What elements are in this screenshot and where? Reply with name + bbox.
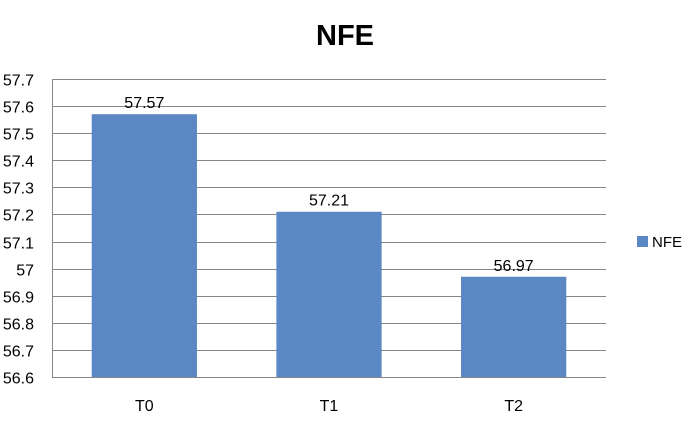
y-tick-label: 56.6	[3, 371, 34, 388]
y-tick-label: 57.1	[3, 236, 34, 253]
data-labels: 57.57 57.21 56.97	[124, 95, 533, 275]
y-tick-label: 56.9	[3, 290, 34, 307]
bar-t0	[91, 114, 197, 377]
y-tick-label: 57.5	[3, 127, 34, 144]
bar-t2	[461, 276, 567, 377]
legend-swatch-nfe	[637, 236, 648, 247]
x-axis-ticks: T0 T1 T2	[135, 398, 523, 415]
y-tick-label: 57.2	[3, 208, 34, 225]
y-tick-label: 56.8	[3, 317, 34, 334]
legend: NFE	[637, 234, 682, 251]
y-tick-label: 56.7	[3, 344, 34, 361]
y-axis-ticks: 56.6 56.7 56.8 56.9 57 57.1 57.2 57.3 57.4 57.5 57…	[3, 73, 34, 388]
y-tick-label: 57.6	[3, 100, 34, 117]
x-tick-label-t2: T2	[504, 398, 523, 415]
x-tick-label-t0: T0	[135, 398, 154, 415]
chart-title: NFE	[316, 20, 374, 52]
data-label-t0: 57.57	[124, 95, 164, 112]
data-label-t1: 57.21	[309, 193, 349, 210]
y-tick-label: 57.7	[3, 73, 34, 90]
x-tick-label-t1: T1	[320, 398, 339, 415]
legend-label-nfe: NFE	[652, 234, 682, 251]
y-tick-label: 57.3	[3, 181, 34, 198]
bars	[91, 114, 567, 377]
data-label-t2: 56.97	[494, 258, 534, 275]
bar-t1	[276, 211, 382, 377]
y-tick-label: 57	[16, 263, 34, 280]
y-tick-label: 57.4	[3, 154, 34, 171]
